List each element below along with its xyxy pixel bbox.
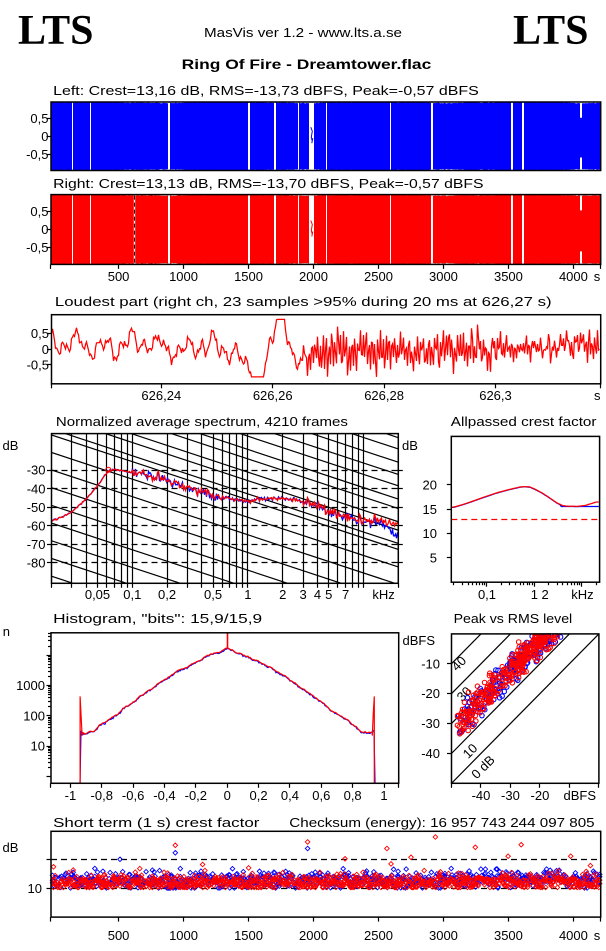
- svg-text:4000: 4000: [559, 928, 588, 943]
- svg-text:s: s: [594, 928, 601, 943]
- svg-text:4000: 4000: [559, 269, 588, 284]
- svg-text:dBFS: dBFS: [564, 788, 597, 803]
- svg-text:-0,8: -0,8: [91, 788, 113, 803]
- svg-text:0,5: 0,5: [31, 326, 49, 341]
- svg-text:5: 5: [430, 550, 437, 565]
- svg-text:kHz: kHz: [372, 587, 394, 602]
- svg-text:Allpassed crest factor: Allpassed crest factor: [451, 414, 597, 429]
- svg-text:-1: -1: [65, 788, 77, 803]
- svg-text:626,26: 626,26: [253, 388, 293, 403]
- svg-text:1: 1: [380, 788, 387, 803]
- svg-text:0,2: 0,2: [158, 587, 176, 602]
- svg-text:Ring Of Fire - Dreamtower.flac: Ring Of Fire - Dreamtower.flac: [182, 57, 432, 72]
- svg-text:-80: -80: [27, 555, 46, 570]
- svg-text:s: s: [594, 269, 601, 284]
- svg-text:1: 1: [531, 587, 538, 602]
- svg-text:dB: dB: [402, 438, 418, 453]
- svg-text:0,05: 0,05: [85, 587, 110, 602]
- svg-text:Loudest part (right ch, 23 sam: Loudest part (right ch, 23 samples >95% …: [55, 294, 552, 309]
- svg-text:3000: 3000: [429, 928, 458, 943]
- svg-text:Checksum (energy): 16 957 743: Checksum (energy): 16 957 743 244 097 80…: [289, 815, 594, 830]
- svg-text:dBFS: dBFS: [403, 633, 436, 648]
- svg-text:-40: -40: [472, 788, 491, 803]
- svg-text:2500: 2500: [364, 928, 393, 943]
- svg-text:-60: -60: [27, 518, 46, 533]
- svg-text:15: 15: [423, 502, 437, 517]
- svg-text:-0,2: -0,2: [185, 788, 207, 803]
- svg-text:3: 3: [299, 587, 306, 602]
- svg-text:-30: -30: [27, 463, 46, 478]
- svg-text:0: 0: [41, 129, 48, 144]
- svg-text:2000: 2000: [299, 928, 328, 943]
- svg-text:0: 0: [224, 788, 231, 803]
- svg-text:LTS: LTS: [18, 8, 94, 54]
- svg-text:-40: -40: [421, 746, 440, 761]
- svg-text:-0,5: -0,5: [26, 147, 48, 162]
- svg-text:0: 0: [42, 342, 49, 357]
- svg-text:-0,5: -0,5: [26, 240, 48, 255]
- svg-text:1500: 1500: [234, 928, 263, 943]
- svg-text:n: n: [3, 624, 10, 639]
- svg-text:LTS: LTS: [513, 8, 589, 54]
- svg-text:1500: 1500: [234, 269, 263, 284]
- svg-text:Peak vs RMS level: Peak vs RMS level: [454, 611, 573, 626]
- svg-text:0,6: 0,6: [312, 788, 330, 803]
- svg-text:-50: -50: [27, 500, 46, 515]
- svg-text:500: 500: [108, 269, 130, 284]
- svg-text:dB: dB: [3, 840, 19, 855]
- svg-text:3000: 3000: [429, 269, 458, 284]
- svg-text:Left: Crest=13,16 dB, RMS=-13,: Left: Crest=13,16 dB, RMS=-13,73 dBFS, P…: [53, 83, 479, 98]
- svg-text:-30: -30: [501, 788, 520, 803]
- svg-text:0,1: 0,1: [478, 587, 496, 602]
- svg-text:2500: 2500: [364, 269, 393, 284]
- svg-text:-20: -20: [421, 686, 440, 701]
- svg-text:1000: 1000: [169, 269, 198, 284]
- svg-text:626,28: 626,28: [364, 388, 404, 403]
- svg-text:Histogram, "bits": 15,9/15,9: Histogram, "bits": 15,9/15,9: [53, 611, 262, 626]
- svg-text:2000: 2000: [299, 269, 328, 284]
- svg-text:-0,6: -0,6: [122, 788, 144, 803]
- svg-text:5: 5: [325, 587, 332, 602]
- svg-text:2: 2: [279, 587, 286, 602]
- svg-text:1000: 1000: [16, 678, 45, 693]
- svg-text:-20: -20: [531, 788, 550, 803]
- svg-text:1: 1: [244, 587, 251, 602]
- svg-text:626,3: 626,3: [479, 388, 512, 403]
- svg-text:0,1: 0,1: [123, 587, 141, 602]
- svg-text:10: 10: [28, 881, 42, 896]
- svg-text:-70: -70: [27, 537, 46, 552]
- svg-text:0,8: 0,8: [344, 788, 362, 803]
- svg-text:dB: dB: [3, 438, 19, 453]
- svg-text:0,4: 0,4: [281, 788, 299, 803]
- svg-text:3500: 3500: [494, 269, 523, 284]
- svg-text:kHz: kHz: [571, 587, 593, 602]
- svg-text:4: 4: [314, 587, 321, 602]
- svg-text:626,24: 626,24: [141, 388, 181, 403]
- svg-text:20: 20: [423, 478, 437, 493]
- svg-text:0: 0: [41, 222, 48, 237]
- svg-text:0,5: 0,5: [30, 204, 48, 219]
- svg-text:-10: -10: [421, 656, 440, 671]
- svg-text:Short term (1 s) crest factor: Short term (1 s) crest factor: [53, 815, 260, 830]
- svg-text:500: 500: [108, 928, 130, 943]
- svg-text:0,5: 0,5: [204, 587, 222, 602]
- svg-text:10: 10: [31, 739, 45, 754]
- svg-text:10: 10: [423, 526, 437, 541]
- svg-text:-0,4: -0,4: [153, 788, 175, 803]
- svg-text:MasVis ver 1.2 - www.lts.a.se: MasVis ver 1.2 - www.lts.a.se: [204, 25, 402, 40]
- svg-text:0,5: 0,5: [30, 111, 48, 126]
- svg-text:-0,5: -0,5: [27, 357, 49, 372]
- svg-text:s: s: [594, 388, 601, 403]
- svg-text:2: 2: [542, 587, 549, 602]
- svg-text:3500: 3500: [494, 928, 523, 943]
- svg-text:-30: -30: [421, 716, 440, 731]
- svg-text:-40: -40: [27, 481, 46, 496]
- svg-text:Right: Crest=13,13 dB, RMS=-13: Right: Crest=13,13 dB, RMS=-13,70 dBFS, …: [53, 176, 484, 191]
- svg-text:7: 7: [342, 587, 349, 602]
- svg-text:100: 100: [23, 708, 45, 723]
- svg-text:1000: 1000: [169, 928, 198, 943]
- svg-text:Normalized average spectrum, 4: Normalized average spectrum, 4210 frames: [56, 414, 349, 429]
- svg-text:0,2: 0,2: [250, 788, 268, 803]
